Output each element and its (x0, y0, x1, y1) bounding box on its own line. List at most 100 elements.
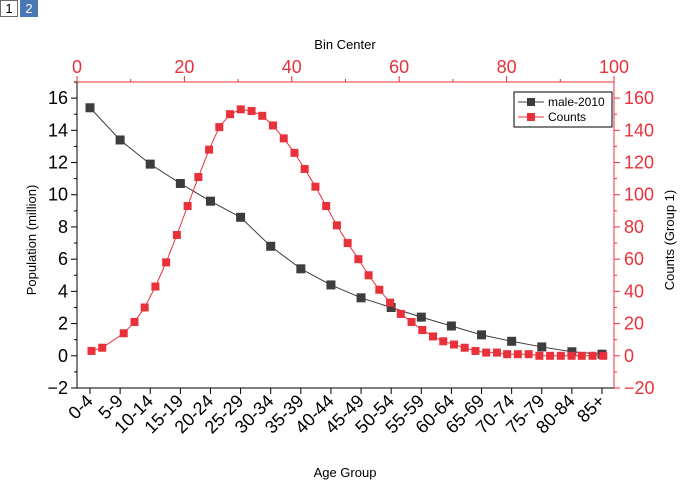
left-axis-tick-label: 16 (48, 88, 68, 108)
left-axis-tick-label: 10 (48, 185, 68, 205)
legend-marker-male-2010 (527, 98, 535, 106)
data-point-counts (162, 258, 171, 267)
data-point-counts (269, 121, 278, 130)
legend: male-2010 Counts (513, 91, 613, 128)
left-axis-tick-label: 4 (58, 281, 68, 301)
plot-frame (76, 81, 615, 389)
data-point-counts (343, 239, 352, 248)
data-point-counts (599, 351, 608, 360)
layer-tabs: 1 2 (0, 0, 38, 17)
data-point-male-2010 (416, 312, 426, 322)
series-line-counts (91, 108, 604, 357)
data-point-male-2010 (386, 302, 396, 312)
top-axis-tick-label: 0 (72, 57, 82, 77)
data-point-counts (300, 164, 309, 173)
data-point-counts (471, 346, 480, 355)
layer-tab-1[interactable]: 1 (0, 0, 18, 17)
data-point-counts (151, 282, 160, 291)
data-point-counts (311, 182, 320, 191)
data-point-counts (588, 351, 597, 360)
top-axis-tick-label: 40 (282, 57, 302, 77)
data-point-counts (386, 298, 395, 307)
data-point-counts (567, 351, 576, 360)
data-point-counts (364, 271, 373, 280)
legend-label-male-2010: male-2010 (548, 95, 605, 109)
data-point-counts (236, 105, 245, 114)
top-axis-tick-label: 60 (389, 57, 409, 77)
data-point-counts (429, 332, 438, 341)
data-point-counts (535, 351, 544, 360)
left-axis-tick-label: 2 (58, 314, 68, 334)
left-axis-tick-label: 8 (58, 217, 68, 237)
top-axis-tick-label: 80 (497, 57, 517, 77)
data-point-counts (396, 309, 405, 318)
legend-marker-counts (527, 113, 535, 121)
right-axis-tick-label: 120 (624, 153, 654, 173)
data-point-counts (546, 351, 555, 360)
data-point-counts (247, 106, 256, 115)
top-axis-tick-label: 100 (599, 57, 629, 77)
data-point-counts (205, 145, 214, 154)
right-axis-tick-label: 20 (624, 314, 644, 334)
legend-label-counts: Counts (548, 110, 586, 124)
data-point-male-2010 (145, 159, 155, 169)
data-point-male-2010 (85, 103, 95, 113)
data-point-male-2010 (326, 280, 336, 290)
data-point-male-2010 (567, 347, 577, 357)
data-point-male-2010 (446, 321, 456, 331)
data-point-counts (524, 350, 533, 359)
data-point-counts (503, 350, 512, 359)
data-point-counts (87, 346, 96, 355)
data-point-counts (98, 343, 107, 352)
data-point-counts (460, 343, 469, 352)
data-point-counts (577, 351, 586, 360)
right-axis-tick-label: −20 (624, 378, 655, 398)
data-point-male-2010 (175, 178, 185, 188)
data-point-counts (140, 303, 149, 312)
right-axis-tick-label: 0 (624, 346, 634, 366)
right-axis-tick-label: 100 (624, 185, 654, 205)
layer-tab-2[interactable]: 2 (20, 0, 38, 17)
data-point-counts (375, 285, 384, 294)
data-point-counts (194, 173, 203, 182)
right-axis-tick-label: 160 (624, 88, 654, 108)
data-point-counts (492, 348, 501, 357)
data-point-counts (513, 350, 522, 359)
data-point-counts (290, 148, 299, 157)
data-point-counts (322, 202, 331, 211)
series-line-male-2010 (89, 107, 603, 355)
left-axis-tick-label: 14 (48, 120, 68, 140)
data-point-counts (482, 348, 491, 357)
x-axis-title: Age Group (314, 465, 377, 480)
data-point-counts (258, 111, 267, 120)
right-axis-tick-label: 40 (624, 281, 644, 301)
data-point-male-2010 (205, 196, 215, 206)
data-point-male-2010 (266, 241, 276, 251)
data-point-counts (332, 221, 341, 230)
series-layer (85, 103, 608, 360)
right-axis-tick-label: 140 (624, 120, 654, 140)
data-point-counts (226, 110, 235, 119)
top-x-axis: 0 20 40 60 80 100 (72, 57, 629, 82)
data-point-male-2010 (236, 212, 246, 222)
data-point-male-2010 (356, 293, 366, 303)
data-point-counts (556, 351, 565, 360)
data-point-male-2010 (477, 330, 487, 340)
data-point-counts (119, 329, 128, 338)
data-point-counts (279, 134, 288, 143)
legend-box (513, 91, 613, 128)
right-axis-title: Counts (Group 1) (662, 190, 677, 290)
data-point-counts (407, 317, 416, 326)
data-point-male-2010 (296, 264, 306, 274)
data-point-counts (418, 326, 427, 335)
left-axis-tick-label: 0 (58, 346, 68, 366)
data-point-counts (439, 337, 448, 346)
left-y-axis: −2 0 2 4 6 8 10 12 14 16 (47, 81, 77, 398)
right-axis-tick-label: 60 (624, 249, 644, 269)
data-point-counts (172, 231, 181, 239)
data-point-counts (183, 202, 192, 211)
left-axis-tick-label: 12 (48, 153, 68, 173)
data-point-counts (354, 255, 363, 264)
left-axis-title: Population (million) (24, 185, 39, 296)
bottom-x-axis: 0-45-910-1415-1920-2425-2930-3435-3940-4… (64, 388, 609, 437)
